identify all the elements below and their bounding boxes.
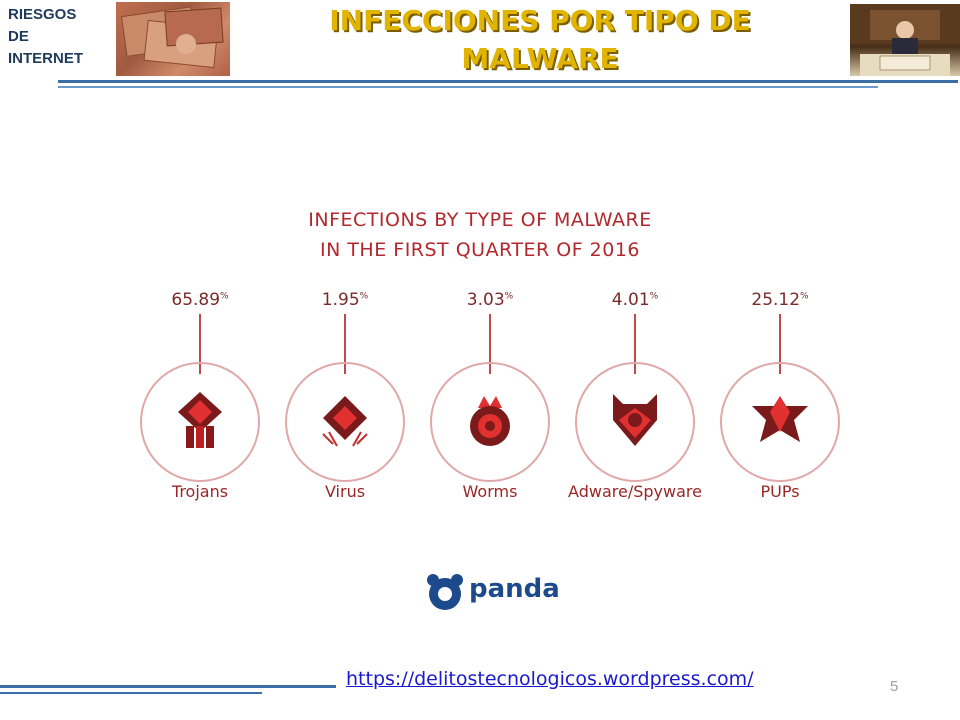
header-divider-secondary bbox=[58, 86, 878, 88]
source-link[interactable]: https://delitostecnologicos.wordpress.co… bbox=[346, 668, 754, 690]
brand-label: RIESGOS DE INTERNET bbox=[8, 4, 116, 70]
page-title-line-2: MALWARE bbox=[461, 42, 619, 75]
virus-icon bbox=[322, 396, 368, 447]
trojan-icon bbox=[178, 392, 222, 448]
footer-divider-secondary bbox=[0, 692, 262, 694]
panda-logo: panda bbox=[425, 572, 565, 612]
infographic-title-line-2: IN THE FIRST QUARTER OF 2016 bbox=[319, 239, 641, 261]
brand-line-1: RIESGOS bbox=[8, 6, 77, 23]
adware-icon bbox=[613, 394, 657, 446]
malware-label: PUPs bbox=[760, 482, 800, 501]
brand-line-3: INTERNET bbox=[8, 50, 83, 67]
page-title: INFECCIONES POR TIPO DE MALWARE bbox=[250, 2, 830, 78]
panda-icon bbox=[427, 574, 463, 610]
malware-label: Worms bbox=[462, 482, 518, 501]
icon-circle bbox=[140, 362, 260, 482]
icon-circle bbox=[430, 362, 550, 482]
pup-icon bbox=[752, 396, 808, 442]
connector-line bbox=[199, 314, 201, 374]
footer-divider bbox=[0, 685, 336, 688]
percentage-label: 4.01% bbox=[611, 290, 659, 310]
header-divider bbox=[58, 80, 958, 83]
icon-circle bbox=[285, 362, 405, 482]
page-title-line-1: INFECCIONES POR TIPO DE bbox=[329, 4, 751, 37]
connector-line bbox=[489, 314, 491, 374]
page-number: 5 bbox=[890, 678, 899, 695]
icon-circle bbox=[720, 362, 840, 482]
icon-circle bbox=[575, 362, 695, 482]
connector-line bbox=[779, 314, 781, 374]
worm-icon bbox=[470, 396, 510, 446]
malware-label: Adware/Spyware bbox=[568, 482, 702, 501]
judge-image bbox=[850, 4, 960, 76]
connector-line bbox=[634, 314, 636, 374]
money-image bbox=[116, 2, 230, 76]
infographic-title: INFECTIONS BY TYPE OF MALWARE IN THE FIR… bbox=[200, 205, 760, 265]
infographic-title-line-1: INFECTIONS BY TYPE OF MALWARE bbox=[308, 209, 652, 231]
brand-line-2: DE bbox=[8, 28, 29, 45]
percentage-label: 25.12% bbox=[751, 290, 809, 310]
malware-label: Trojans bbox=[171, 482, 229, 501]
connector-line bbox=[344, 314, 346, 374]
percentage-label: 65.89% bbox=[171, 290, 229, 310]
malware-label: Virus bbox=[324, 482, 366, 501]
percentage-label: 1.95% bbox=[321, 290, 369, 310]
percentage-label: 3.03% bbox=[466, 290, 514, 310]
panda-wordmark: panda bbox=[469, 574, 560, 604]
